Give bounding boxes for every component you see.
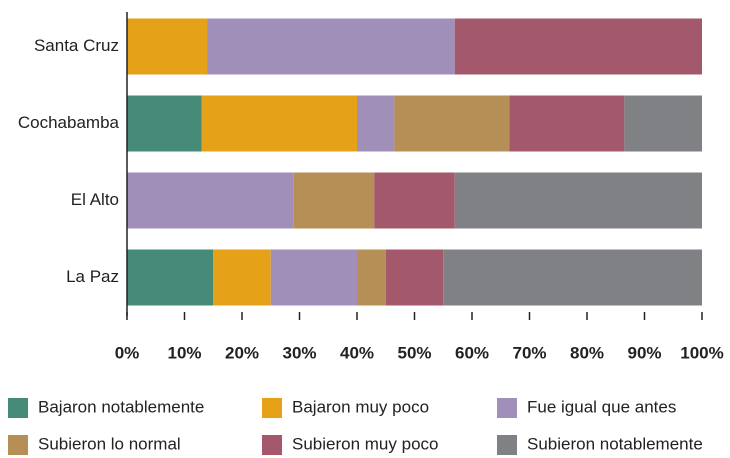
bar-segment <box>293 172 375 229</box>
x-tick-label: 90% <box>627 343 661 362</box>
legend-swatch <box>497 398 517 418</box>
x-tick-label: 20% <box>225 343 259 362</box>
legend-swatch <box>8 398 28 418</box>
legend-label: Bajaron muy poco <box>292 397 429 416</box>
bar-segment <box>454 172 702 229</box>
bar-segment <box>127 95 202 152</box>
x-tick-label: 80% <box>570 343 604 362</box>
x-tick-label: 10% <box>167 343 201 362</box>
x-tick-label: 60% <box>455 343 489 362</box>
x-tick-label: 50% <box>397 343 431 362</box>
bar-segment <box>207 18 455 75</box>
legend-swatch <box>262 398 282 418</box>
x-tick-label: 70% <box>512 343 546 362</box>
legend-label: Subieron muy poco <box>292 434 438 453</box>
x-tick-label: 100% <box>680 343 723 362</box>
bar-segment <box>454 18 702 75</box>
bar-segment <box>127 249 214 306</box>
legend-swatch <box>262 435 282 455</box>
bar-segment <box>357 249 386 306</box>
y-tick-label: Santa Cruz <box>34 36 119 55</box>
x-tick-label: 30% <box>282 343 316 362</box>
legend-label: Subieron lo normal <box>38 434 181 453</box>
bar-segment <box>213 249 271 306</box>
y-tick-label: El Alto <box>71 190 119 209</box>
bar-segment <box>127 18 208 75</box>
legend-swatch <box>497 435 517 455</box>
legend-label: Fue igual que antes <box>527 397 676 416</box>
x-tick-label: 40% <box>340 343 374 362</box>
legend-label: Subieron notablemente <box>527 434 703 453</box>
x-tick-label: 0% <box>115 343 140 362</box>
bar-segment <box>385 249 444 306</box>
bar-segment <box>357 95 395 152</box>
bar-segment <box>201 95 357 152</box>
legend-swatch <box>8 435 28 455</box>
bar-segment <box>443 249 702 306</box>
legend-label: Bajaron notablemente <box>38 397 204 416</box>
bar-segment <box>624 95 702 152</box>
bar-segment <box>127 172 294 229</box>
bar-segment <box>509 95 625 152</box>
bar-segment <box>394 95 510 152</box>
y-tick-label: La Paz <box>66 267 119 286</box>
y-tick-label: Cochabamba <box>18 113 120 132</box>
bar-segment <box>374 172 455 229</box>
bar-segment <box>270 249 357 306</box>
